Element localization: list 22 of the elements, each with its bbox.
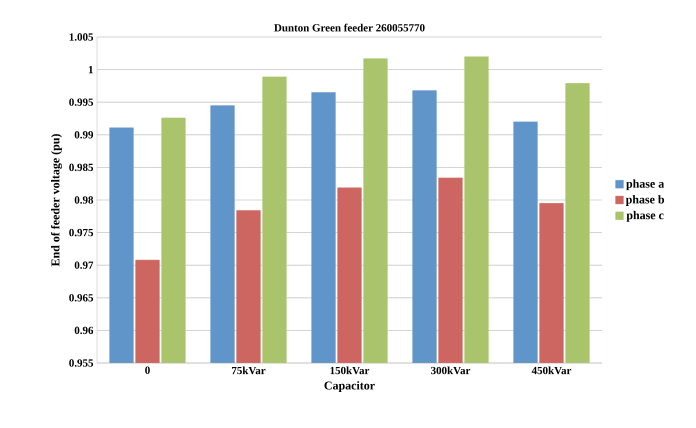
- y-tick-label: 0.97: [74, 261, 94, 269]
- y-tick-label: 0.98: [74, 196, 94, 204]
- x-tick-label: 75kVar: [232, 366, 266, 374]
- y-tick-label: 0.96: [74, 326, 94, 334]
- legend-label: phase c: [626, 210, 664, 222]
- legend-label: phase a: [626, 179, 664, 190]
- legend-label: phase b: [626, 195, 664, 206]
- y-tick-label: 0.995: [69, 98, 94, 106]
- x-tick-label: 150kVar: [330, 366, 370, 374]
- x-tick-label: 0: [145, 366, 150, 374]
- x-axis-title: Capacitor: [324, 381, 375, 392]
- y-tick-label: 1.005: [70, 33, 94, 41]
- y-tick-label: 1: [88, 66, 93, 74]
- x-tick-label: 300kVar: [431, 366, 470, 374]
- y-axis-title: End of feeder voltage (pu): [50, 134, 62, 266]
- y-tick-label: 0.985: [69, 164, 94, 172]
- y-tick-label: 0.965: [69, 294, 94, 302]
- y-tick-label: 0.975: [69, 228, 94, 236]
- y-tick-label: 0.99: [74, 131, 94, 139]
- x-tick-label: 450kVar: [532, 366, 572, 374]
- y-tick-label: 0.955: [69, 359, 94, 367]
- chart-title: Dunton Green feeder 260055770: [274, 24, 425, 32]
